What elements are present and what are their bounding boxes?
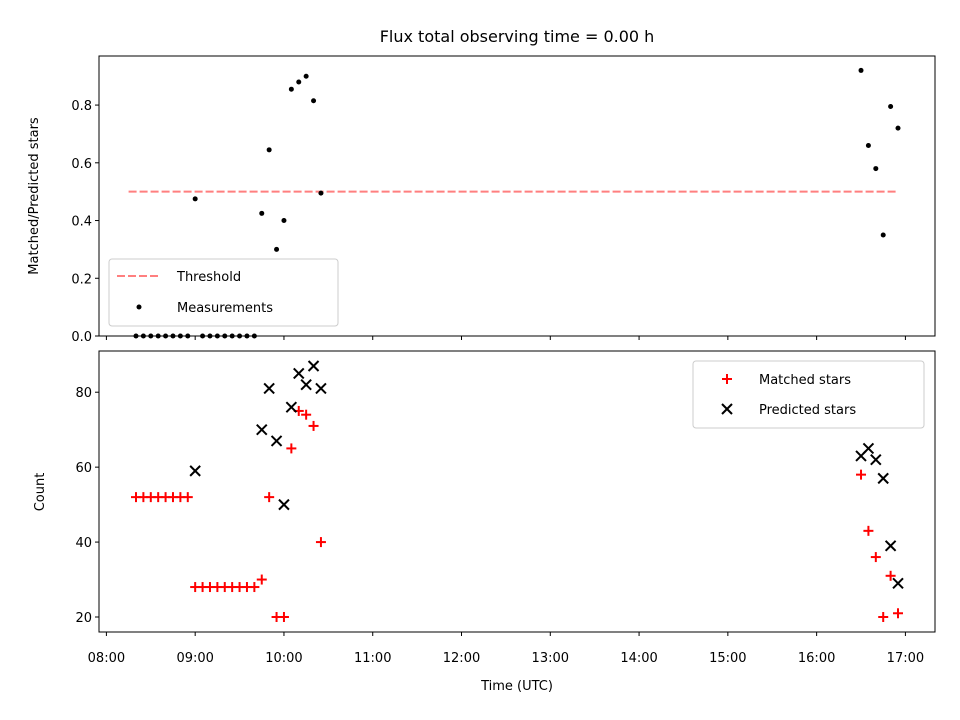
matched-star-point (870, 552, 881, 563)
matched-star-point (885, 570, 896, 581)
top-y-tick-label: 0.6 (71, 157, 92, 172)
predicted-star-point (307, 360, 320, 372)
predicted-star-point (278, 498, 290, 511)
top-y-tick-label: 0.8 (71, 99, 92, 114)
predicted-star-point (263, 382, 275, 395)
bottom-x-ticks: 08:00 09:00 10:00 11:00 12:00 13:00 14:00 15:00… (88, 632, 924, 666)
matched-legend-label: Matched stars (759, 373, 851, 388)
measurement-point (303, 73, 309, 79)
bottom-x-tick-label: 14:00 (620, 651, 657, 666)
measurement-point (266, 147, 272, 153)
bottom-x-tick-label: 09:00 (176, 651, 213, 666)
bottom-y-tick-label: 60 (75, 461, 92, 476)
top-x-ticks (105, 336, 906, 340)
predicted-star-point (270, 435, 283, 447)
predicted-star-point (293, 367, 305, 380)
matched-star-point (286, 443, 297, 454)
bottom-x-tick-label: 12:00 (443, 651, 480, 666)
matched-star-point (264, 492, 275, 503)
bottom-marks (130, 360, 904, 623)
bottom-y-tick-label: 80 (75, 386, 92, 401)
matched-star-point (315, 537, 326, 548)
bottom-axes-frame (98, 350, 936, 633)
matched-legend-swatch (722, 374, 732, 384)
matched-star-point (863, 525, 874, 536)
top-y-axis-label: Matched/Predicted stars (27, 117, 42, 275)
top-panel: 0.00.20.40.60.8 Matched/Predicted stars … (27, 55, 936, 345)
predicted-star-point (300, 379, 312, 391)
matched-star-point (249, 582, 260, 593)
measurements-legend-swatch (136, 304, 142, 310)
measurement-point (259, 210, 265, 216)
measurements-legend-label: Measurements (177, 301, 273, 316)
bottom-x-tick-label: 08:00 (88, 651, 125, 666)
bottom-x-tick-label: 11:00 (354, 651, 391, 666)
matched-star-point (856, 469, 867, 480)
matched-star-point (278, 612, 289, 623)
measurement-point (192, 196, 198, 202)
top-y-tick-label: 0.4 (71, 215, 92, 230)
measurement-point (318, 190, 324, 196)
chart-title: Flux total observing time = 0.00 h (380, 27, 655, 46)
measurement-point (858, 67, 864, 73)
matched-star-point (256, 574, 267, 585)
top-axes-frame (98, 55, 936, 337)
bottom-y-axis-label: Count (33, 473, 48, 512)
bottom-x-tick-label: 15:00 (709, 651, 746, 666)
measurement-point (888, 104, 894, 110)
bottom-panel: 20 40 60 80 08:00 09:00 10:00 11:00 12:00 13:00 1… (33, 350, 936, 694)
predicted-star-point (862, 442, 875, 455)
bottom-legend: Matched stars Predicted stars (692, 360, 925, 429)
predicted-star-point (256, 423, 268, 436)
measurement-point (274, 246, 280, 252)
measurement-point (281, 218, 287, 224)
matched-star-point (878, 612, 889, 623)
top-legend: Threshold Measurements (108, 258, 339, 327)
matched-star-point (308, 420, 319, 431)
predicted-legend-label: Predicted stars (759, 403, 856, 418)
measurement-point (895, 125, 901, 131)
predicted-star-point (285, 401, 298, 413)
bottom-legend-box (692, 360, 925, 429)
top-y-tick-label: 0.2 (71, 272, 92, 287)
measurement-point (873, 166, 879, 172)
top-y-ticks: 0.0 0.2 0.4 0.6 0.8 (71, 99, 99, 345)
matched-star-point (893, 608, 904, 619)
top-y-tick-label: 0.0 (71, 330, 92, 345)
predicted-legend-swatch (721, 403, 733, 415)
bottom-x-tick-label: 10:00 (265, 651, 302, 666)
bottom-x-tick-label: 16:00 (798, 651, 835, 666)
measurement-point (880, 232, 886, 238)
matched-star-point (182, 492, 193, 503)
measurement-point (865, 142, 871, 148)
threshold-legend-label: Threshold (176, 270, 241, 285)
matched-star-point (301, 409, 312, 420)
top-legend-box (108, 258, 339, 327)
measurement-point (288, 86, 294, 92)
predicted-star-point (315, 382, 327, 395)
bottom-y-tick-label: 40 (75, 536, 92, 551)
predicted-star-point (884, 540, 897, 552)
bottom-y-tick-label: 20 (75, 611, 92, 626)
x-axis-label: Time (UTC) (480, 679, 553, 694)
predicted-star-point (892, 577, 904, 590)
bottom-x-tick-label: 17:00 (887, 651, 924, 666)
predicted-star-point (189, 465, 201, 477)
predicted-star-point (877, 472, 889, 485)
measurement-point (311, 98, 317, 104)
bottom-x-tick-label: 13:00 (532, 651, 569, 666)
measurement-point (296, 79, 302, 85)
predicted-star-point (870, 453, 882, 466)
bottom-y-ticks: 20 40 60 80 (75, 386, 99, 626)
